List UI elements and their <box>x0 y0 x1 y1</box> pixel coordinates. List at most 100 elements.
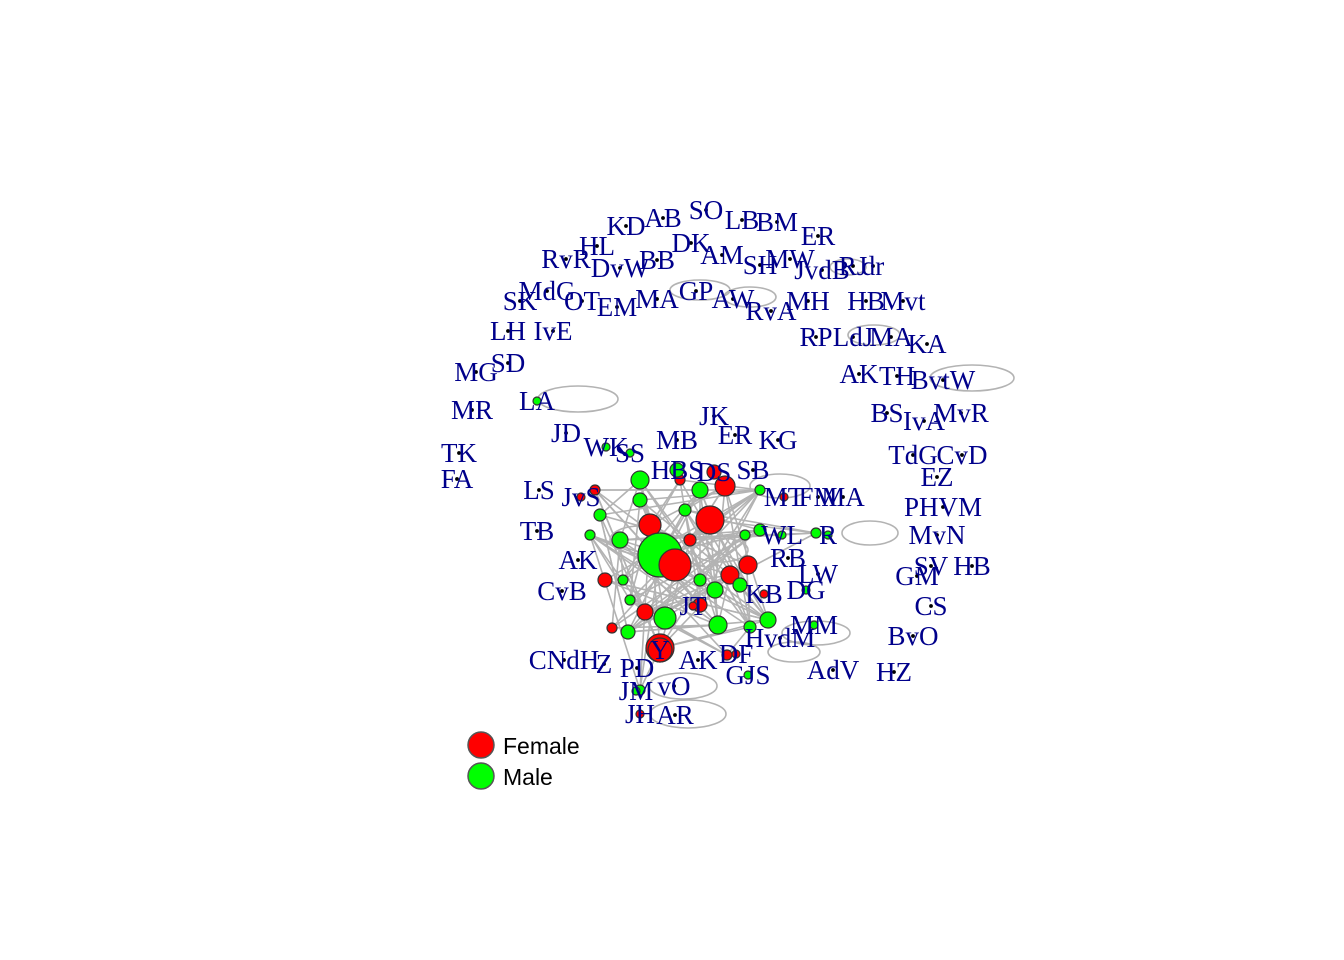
node-label: RB <box>770 543 806 573</box>
network-node <box>669 462 685 478</box>
self-loop-edge <box>841 520 899 546</box>
node-label: KG <box>759 425 798 455</box>
network-node <box>532 396 542 406</box>
node-label: SK <box>503 286 538 316</box>
node-label: RvR <box>541 244 591 274</box>
node-label: MM <box>790 610 838 640</box>
network-edge <box>589 534 631 601</box>
network-edge <box>724 485 751 628</box>
node-label: SS <box>615 438 645 468</box>
network-node <box>719 252 725 258</box>
legend-label-male: Male <box>503 764 553 790</box>
network-node <box>678 503 692 517</box>
legend-label-female: Female <box>503 733 580 759</box>
node-label: MvR <box>933 398 989 428</box>
network-node <box>454 476 460 482</box>
network-node <box>743 670 753 680</box>
network-node <box>934 532 940 538</box>
network-node <box>934 474 940 480</box>
node-label: FA <box>441 464 474 494</box>
network-edge <box>604 579 719 626</box>
node-label: MW <box>765 244 815 274</box>
network-node <box>584 529 596 541</box>
network-node <box>505 360 511 366</box>
network-node <box>683 533 697 547</box>
network-node <box>617 574 629 586</box>
network-node <box>563 256 569 262</box>
network-node <box>631 686 641 696</box>
network-node <box>924 341 930 347</box>
node-label: IvE <box>534 316 573 346</box>
node-label: Mvt <box>880 286 926 316</box>
node-label: DS <box>697 457 732 487</box>
network-node <box>819 267 825 273</box>
network-node <box>654 257 660 263</box>
network-edge <box>644 589 716 613</box>
network-node <box>579 298 585 304</box>
network-node <box>805 298 811 304</box>
network-node <box>544 288 550 294</box>
network-node <box>739 529 751 541</box>
node-label: TK <box>441 438 477 468</box>
network-node <box>759 611 777 629</box>
node-label: LH <box>490 316 526 346</box>
network-node <box>714 475 736 497</box>
network-edge <box>599 489 761 516</box>
network-node <box>863 298 869 304</box>
network-node <box>691 481 709 499</box>
network-node <box>469 407 475 413</box>
self-loop-edge <box>649 699 727 729</box>
node-label: MA <box>635 284 679 314</box>
network-edge <box>629 499 641 601</box>
network-node <box>695 505 725 535</box>
network-edge <box>659 489 761 649</box>
network-node <box>914 573 920 579</box>
node-label: R <box>819 520 837 550</box>
network-node <box>731 649 741 659</box>
network-node <box>900 298 906 304</box>
network-node <box>830 667 836 673</box>
network-node <box>630 470 650 490</box>
network-node <box>597 572 613 588</box>
node-label: JH <box>625 699 655 729</box>
node-label: TdG <box>888 440 938 470</box>
network-node <box>850 334 856 340</box>
node-label: SB <box>736 455 769 485</box>
network-node <box>561 657 567 663</box>
node-label: JvdB <box>794 255 850 285</box>
network-node <box>559 588 565 594</box>
node-label: LW <box>798 559 838 589</box>
node-label: SO <box>689 195 724 225</box>
network-node <box>815 494 821 500</box>
node-label: BvtW <box>911 365 976 395</box>
network-node <box>505 328 511 334</box>
network-node <box>601 661 607 667</box>
node-label: MA <box>821 482 865 512</box>
network-node <box>891 669 897 675</box>
node-label: LdJ <box>833 322 874 352</box>
network-node <box>840 494 846 500</box>
node-layer <box>454 207 975 719</box>
node-label: HBS <box>651 455 704 485</box>
node-label: AM <box>700 240 744 270</box>
node-label: HL <box>579 231 615 261</box>
network-node <box>888 334 894 340</box>
network-node <box>768 308 774 314</box>
network-node <box>754 484 766 496</box>
node-label: JvS <box>561 482 600 512</box>
node-label: AdV <box>807 655 860 685</box>
network-node <box>672 712 678 718</box>
network-node <box>576 492 586 502</box>
node-label: CS <box>914 591 947 621</box>
node-label: vO <box>658 671 691 701</box>
node-label: AK <box>559 545 598 575</box>
network-node <box>601 442 611 452</box>
network-node <box>777 530 787 540</box>
network-node <box>928 563 934 569</box>
self-loop-edge <box>669 279 731 301</box>
network-node <box>775 437 781 443</box>
node-label: GM <box>895 561 939 591</box>
node-label: DK <box>672 228 711 258</box>
network-edge <box>611 534 746 629</box>
node-label: JK <box>699 401 730 431</box>
